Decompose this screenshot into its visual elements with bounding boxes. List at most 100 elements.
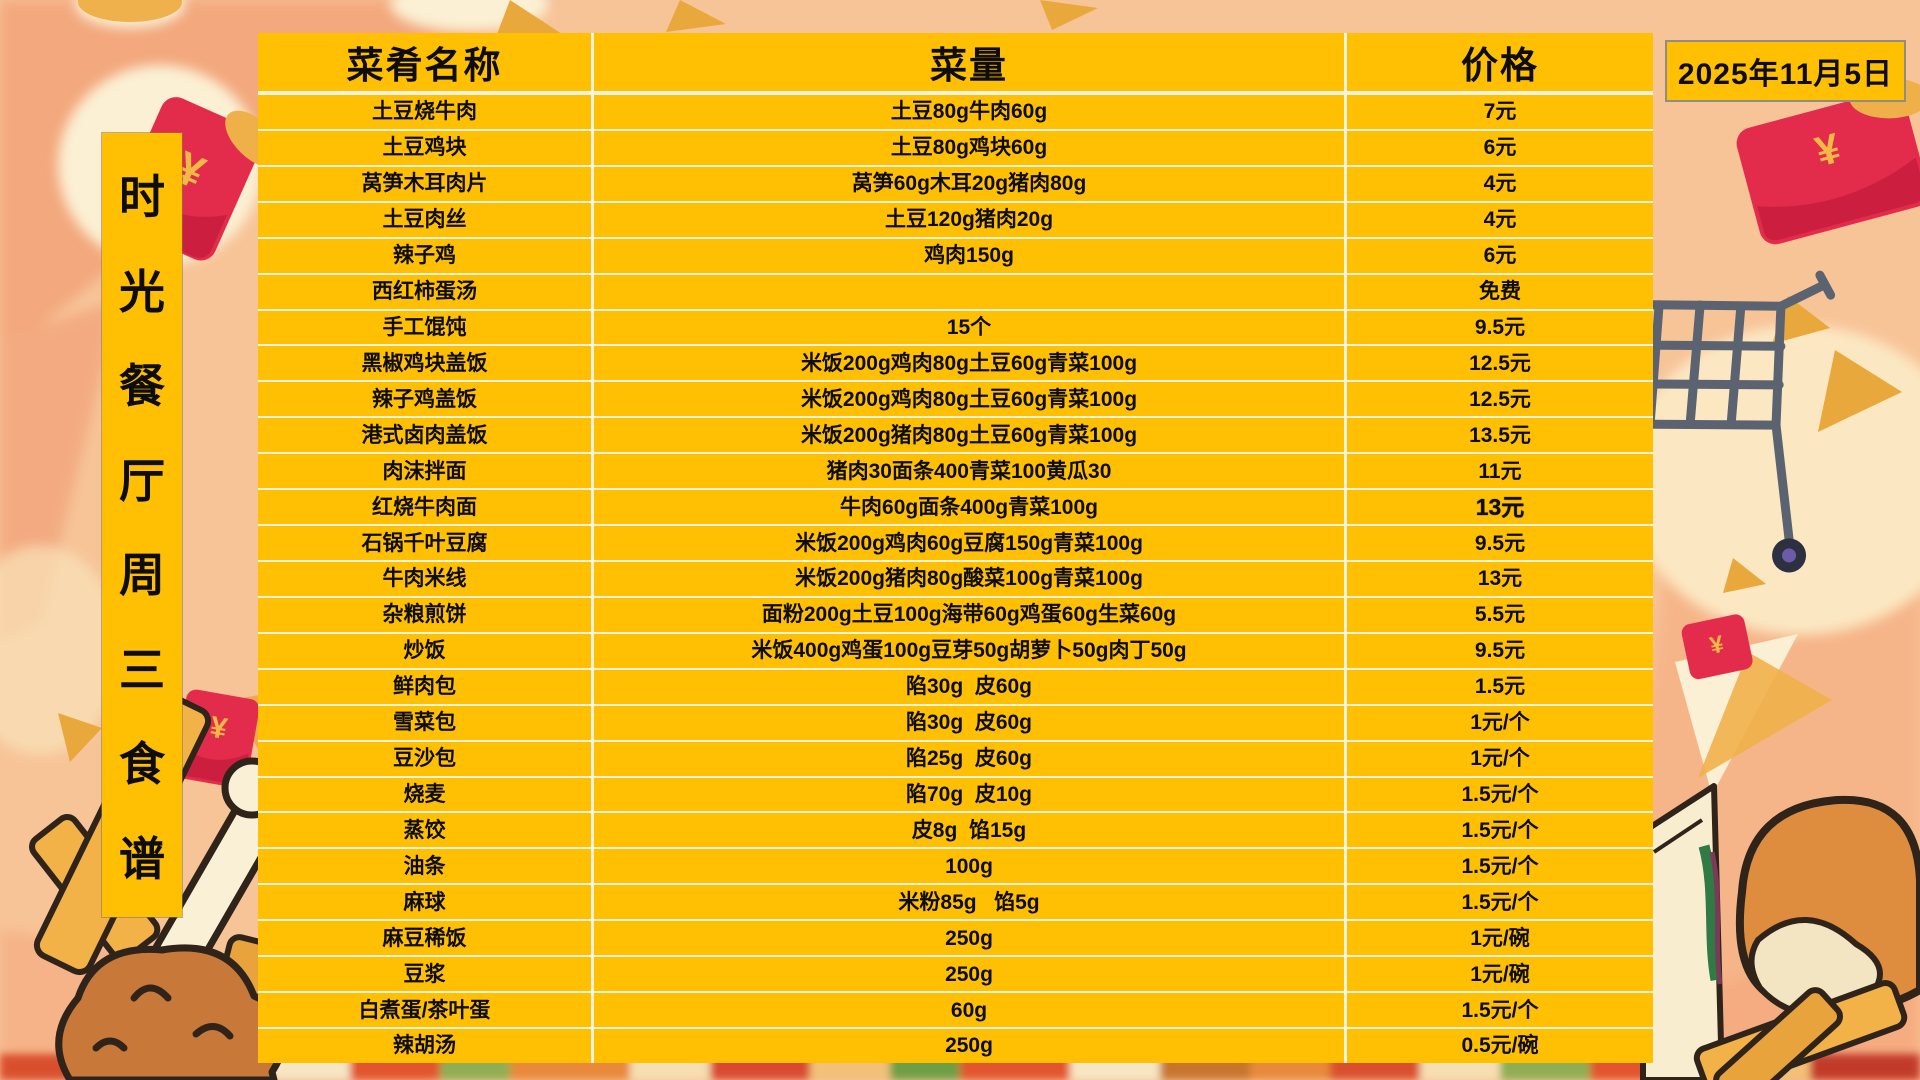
dish-name-cell: 鲜肉包 — [258, 669, 594, 704]
banner-char: 厅 — [119, 454, 165, 507]
price-cell: 6元 — [1483, 244, 1517, 268]
portion-cell: 60g — [594, 993, 1347, 1027]
dish-name-cell: 港式卤肉盖饭 — [258, 418, 594, 453]
price-cell: 0.5元/碗 — [1461, 1034, 1539, 1058]
portion-cell: 米饭200g鸡肉80g土豆60g青菜100g — [594, 382, 1347, 417]
portion-cell: 面粉200g土豆100g海带60g鸡蛋60g生菜60g — [594, 597, 1347, 632]
portion-cell: 陷30g 皮60g — [594, 669, 1347, 704]
banner-char: 周 — [119, 549, 165, 602]
dish-name-cell: 辣子鸡盖饭 — [258, 382, 594, 417]
price-cell: 1.5元/个 — [1461, 998, 1539, 1022]
banner-char: 光 — [119, 265, 165, 318]
price-cell: 4元 — [1483, 172, 1517, 196]
dish-name-cell: 肉沫拌面 — [258, 454, 594, 489]
table-header-row: 菜肴名称 菜量 价格 — [258, 33, 1653, 95]
banner-char: 三 — [119, 643, 165, 696]
vertical-banner: 时光餐厅周三食谱 — [101, 132, 183, 918]
price-cell: 12.5元 — [1469, 387, 1531, 411]
portion-cell: 牛肉60g面条400g青菜100g — [594, 490, 1347, 525]
dish-name-cell: 油条 — [258, 849, 594, 884]
dish-name-cell: 雪菜包 — [258, 705, 594, 740]
red-envelope-icon: ¥ — [1736, 78, 1920, 245]
table-row: 炒饭 米饭400g鸡蛋100g豆芽50g胡萝卜50g肉丁50g 9.5元 — [258, 631, 1653, 668]
price-cell: 1元/个 — [1470, 747, 1530, 771]
portion-cell: 土豆80g牛肉60g — [594, 95, 1347, 129]
price-cell: 免费 — [1479, 280, 1521, 304]
sandwich-icon — [1640, 783, 1725, 1080]
price-cell: 11元 — [1478, 459, 1522, 483]
dish-name-cell: 辣子鸡 — [258, 238, 594, 273]
table-row: 手工馄饨 15个 9.5元 — [258, 308, 1653, 345]
price-cell: 5.5元 — [1474, 603, 1526, 627]
dish-name-cell: 黑椒鸡块盖饭 — [258, 346, 594, 381]
dish-name-cell: 莴笋木耳肉片 — [258, 166, 594, 201]
price-cell: 9.5元 — [1474, 315, 1526, 339]
dish-name-cell: 红烧牛肉面 — [258, 490, 594, 525]
price-cell: 1.5元/个 — [1461, 782, 1539, 806]
dish-name-cell: 土豆烧牛肉 — [258, 95, 594, 129]
table-row: 麻球 米粉85g 馅5g 1.5元/个 — [258, 883, 1653, 920]
portion-cell: 15个 — [594, 310, 1347, 345]
header-price: 价格 — [1461, 45, 1539, 86]
portion-cell: 皮8g 馅15g — [594, 813, 1347, 848]
portion-cell: 土豆80g鸡块60g — [594, 130, 1347, 165]
dish-name-cell: 手工馄饨 — [258, 310, 594, 345]
table-row: 牛肉米线 米饭200g猪肉80g酸菜100g青菜100g 13元 — [258, 559, 1653, 596]
header-dish-name: 菜肴名称 — [258, 33, 594, 91]
table-row: 辣子鸡 鸡肉150g 6元 — [258, 236, 1653, 273]
portion-cell — [594, 274, 1347, 309]
portion-cell: 鸡肉150g — [594, 238, 1347, 273]
table-row: 港式卤肉盖饭 米饭200g猪肉80g土豆60g青菜100g 13.5元 — [258, 416, 1653, 453]
price-cell: 9.5元 — [1474, 639, 1526, 663]
price-cell: 6元 — [1483, 136, 1517, 160]
dish-name-cell: 土豆鸡块 — [258, 130, 594, 165]
dish-name-cell: 辣胡汤 — [258, 1028, 594, 1063]
table-row: 油条 100g 1.5元/个 — [258, 847, 1653, 884]
price-cell: 13元 — [1475, 493, 1525, 520]
dish-name-cell: 土豆肉丝 — [258, 202, 594, 237]
dish-name-cell: 石锅千叶豆腐 — [258, 526, 594, 560]
dish-name-cell: 麻球 — [258, 885, 594, 920]
portion-cell: 250g — [594, 957, 1347, 992]
table-row: 辣子鸡盖饭 米饭200g鸡肉80g土豆60g青菜100g 12.5元 — [258, 380, 1653, 417]
dish-name-cell: 西红柿蛋汤 — [258, 274, 594, 309]
dish-name-cell: 杂粮煎饼 — [258, 597, 594, 632]
portion-cell: 米饭200g鸡肉80g土豆60g青菜100g — [594, 346, 1347, 381]
table-row: 蒸饺 皮8g 馅15g 1.5元/个 — [258, 811, 1653, 848]
french-fries-icon — [1693, 979, 1908, 1080]
dish-name-cell: 烧麦 — [258, 777, 594, 812]
table-row: 土豆肉丝 土豆120g猪肉20g 4元 — [258, 200, 1653, 237]
table-row: 豆浆 250g 1元/碗 — [258, 955, 1653, 992]
banner-char: 餐 — [119, 360, 165, 413]
price-cell: 1.5元/个 — [1461, 818, 1539, 842]
table-row: 麻豆稀饭 250g 1元/碗 — [258, 919, 1653, 956]
portion-cell: 米粉85g 馅5g — [594, 885, 1347, 920]
portion-cell: 米饭200g猪肉80g土豆60g青菜100g — [594, 418, 1347, 453]
portion-cell: 莴笋60g木耳20g猪肉80g — [594, 166, 1347, 201]
price-cell: 13.5元 — [1469, 423, 1531, 447]
cream-cone-icon: ¥ — [1675, 614, 1832, 795]
banner-char: 谱 — [119, 832, 165, 885]
dish-name-cell: 蒸饺 — [258, 813, 594, 848]
price-cell: 7元 — [1483, 100, 1517, 124]
date-label: 2025年11月5日 — [1677, 58, 1894, 91]
table-row: 烧麦 陷70g 皮10g 1.5元/个 — [258, 775, 1653, 812]
portion-cell: 250g — [594, 1028, 1347, 1063]
price-cell: 1元/碗 — [1470, 962, 1530, 986]
portion-cell: 米饭400g鸡蛋100g豆芽50g胡萝卜50g肉丁50g — [594, 633, 1347, 668]
price-cell: 4元 — [1483, 208, 1517, 232]
dish-name-cell: 白煮蛋/茶叶蛋 — [258, 993, 594, 1027]
portion-cell: 猪肉30面条400青菜100黄瓜30 — [594, 454, 1347, 489]
table-row: 肉沫拌面 猪肉30面条400青菜100黄瓜30 11元 — [258, 452, 1653, 489]
portion-cell: 陷30g 皮60g — [594, 705, 1347, 740]
portion-cell: 米饭200g猪肉80g酸菜100g青菜100g — [594, 561, 1347, 596]
date-box: 2025年11月5日 — [1665, 40, 1906, 102]
table-row: 雪菜包 陷30g 皮60g 1元/个 — [258, 703, 1653, 740]
table-row: 鲜肉包 陷30g 皮60g 1.5元 — [258, 667, 1653, 704]
banner-char: 食 — [119, 738, 165, 791]
header-portion: 菜量 — [594, 33, 1347, 91]
table-row: 黑椒鸡块盖饭 米饭200g鸡肉80g土豆60g青菜100g 12.5元 — [258, 344, 1653, 381]
price-cell: 1元/碗 — [1470, 926, 1530, 950]
portion-cell: 陷70g 皮10g — [594, 777, 1347, 812]
